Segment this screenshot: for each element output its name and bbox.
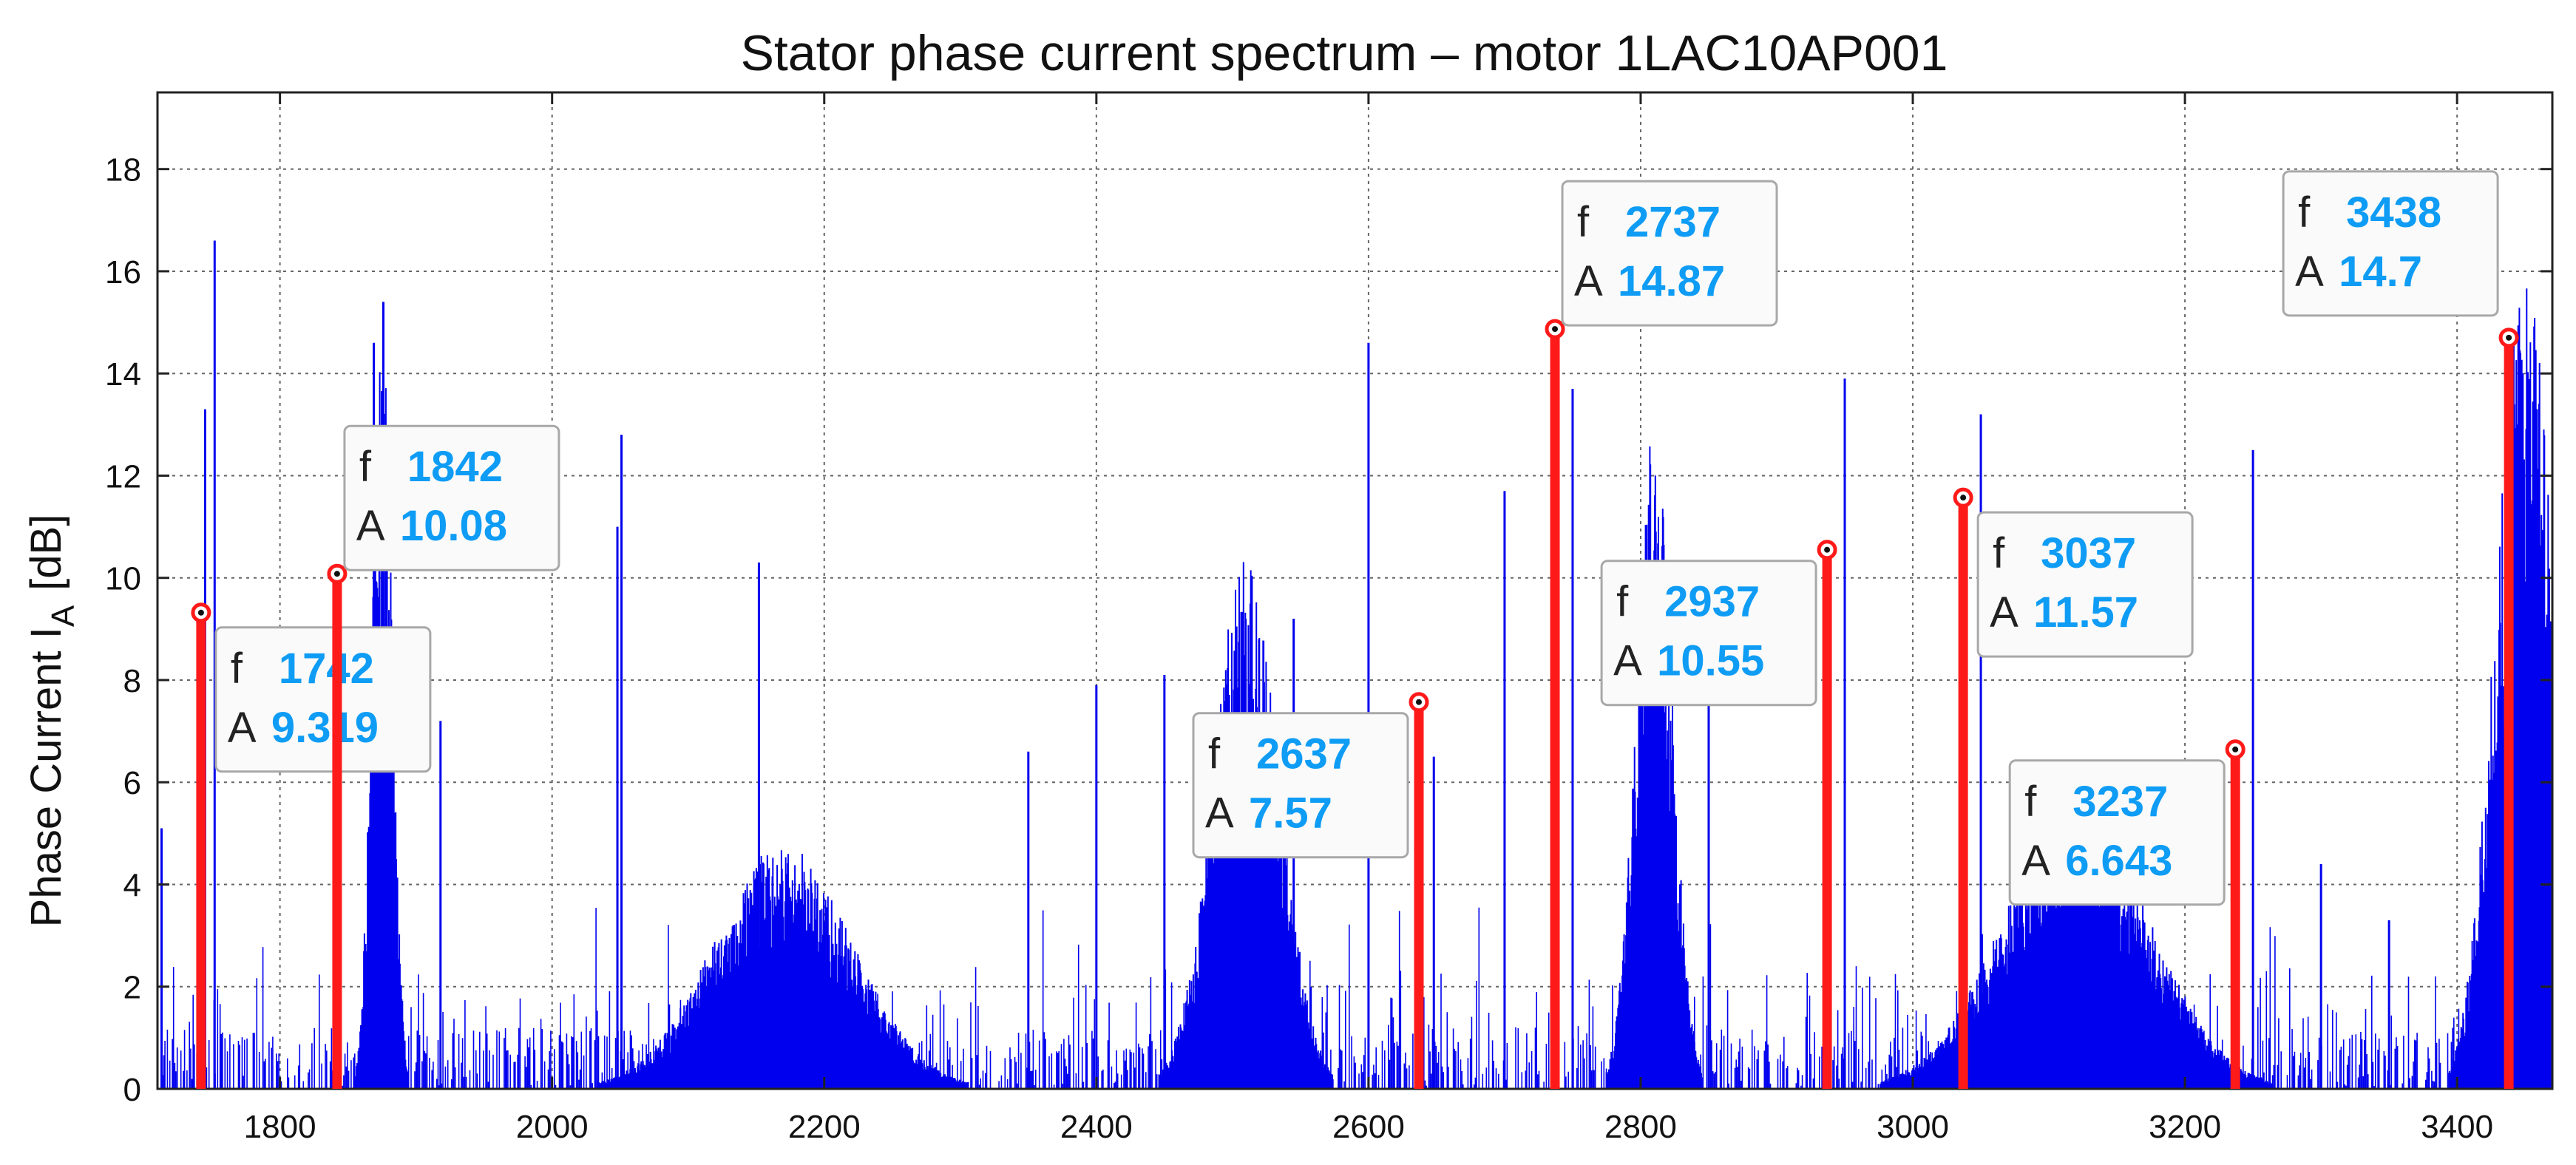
annotation-freq-key: f [2024, 778, 2037, 826]
annotation-freq-value: 2737 [1625, 198, 1721, 246]
annotation-box [1192, 712, 1409, 859]
x-tick-label: 2400 [1060, 1109, 1133, 1145]
annotation-freq-key: f [1616, 578, 1629, 626]
y-tick-label: 18 [105, 152, 141, 188]
annotation-box [1600, 560, 1817, 707]
annotation-freq-value: 3237 [2072, 778, 2168, 826]
annotation-amp-key: A [1613, 637, 1642, 685]
y-tick-label: 6 [123, 765, 141, 801]
annotation-freq-value: 1742 [279, 645, 374, 693]
x-tick-label: 3400 [2421, 1109, 2493, 1145]
y-tick-label: 16 [105, 254, 141, 291]
spectrum-layer [160, 240, 2553, 1089]
spectrum-cluster [1605, 446, 1703, 1089]
annotation-amp-key: A [1990, 588, 2019, 636]
marker-point-center [1552, 326, 1559, 333]
marker-point-center [1415, 699, 1422, 705]
marker-point-center [1960, 495, 1967, 501]
marker-point-center [2506, 334, 2512, 341]
y-axis-label-subscript: A [45, 605, 81, 627]
spectrum-cluster [597, 850, 969, 1089]
annotation-freq-value: 3037 [2041, 529, 2136, 577]
annotation-amp-value: 9.319 [271, 704, 379, 752]
x-tick-label: 2800 [1604, 1109, 1677, 1145]
annotation-freq-value: 1842 [407, 443, 503, 491]
annotation-box [2282, 170, 2499, 317]
y-tick-label: 2 [123, 970, 141, 1006]
annotation-amp-value: 6.643 [2065, 837, 2172, 885]
annotation-freq-key: f [1577, 198, 1590, 246]
plot-frame [156, 91, 2554, 1090]
y-axis-label: Phase Current IA [dB] [22, 514, 81, 928]
axes-layer: 1800 2000 2200 2400 2600 2800 3000 3200 3400 0 2 4 6… [105, 91, 2554, 1145]
annotation-box [2008, 759, 2226, 906]
x-tick-label: 3200 [2149, 1109, 2221, 1145]
y-tick-label: 8 [123, 663, 141, 699]
y-tick-label: 0 [123, 1072, 141, 1108]
annotation-box [1561, 180, 1778, 327]
data-marker-2937: f 2937 A 10.55 [1600, 540, 1837, 1089]
data-marker-2737: f 2737 A 14.87 [1545, 180, 1778, 1089]
annotation-freq-key: f [2298, 188, 2311, 237]
annotation-amp-value: 7.57 [1249, 789, 1332, 838]
marker-point-center [1824, 546, 1831, 553]
y-tick-label: 12 [105, 458, 141, 495]
annotation-amp-key: A [1574, 257, 1603, 305]
annotation-box [1976, 511, 2194, 658]
y-axis-label-main: Phase Current I [22, 627, 70, 927]
data-marker-2637: f 2637 A 7.57 [1192, 692, 1429, 1089]
annotation-amp-key: A [1205, 789, 1234, 838]
annotation-freq-value: 2637 [1256, 730, 1352, 778]
annotation-freq-value: 3438 [2346, 188, 2441, 237]
x-tick-label: 2600 [1332, 1109, 1405, 1145]
y-axis-label-unit: [dB] [22, 514, 70, 591]
annotation-freq-value: 2937 [1664, 578, 1760, 626]
x-tick-label: 2200 [788, 1109, 861, 1145]
annotation-amp-value: 14.87 [1618, 257, 1725, 305]
data-marker-3438: f 3438 A 14.7 [2282, 170, 2519, 1089]
annotation-freq-key: f [231, 645, 243, 693]
annotation-freq-key: f [359, 443, 372, 491]
marker-point-center [333, 571, 340, 577]
data-marker-1742: f 1742 A 9.319 [191, 602, 432, 1089]
marker-layer: f 1742 A 9.319 f 1842 A 10.08 f 2637 A 7.57 f 2737 A 14… [191, 170, 2519, 1089]
marker-point-center [197, 609, 204, 616]
data-marker-1842: f 1842 A 10.08 [327, 424, 560, 1089]
annotation-freq-key: f [1208, 730, 1221, 778]
x-tick-label: 3000 [1877, 1109, 1949, 1145]
svg-text:Phase Current IA[dB]: Phase Current IA [dB] [22, 514, 81, 928]
x-tick-label: 1800 [244, 1109, 316, 1145]
annotation-amp-key: A [2021, 837, 2050, 885]
y-tick-label: 14 [105, 356, 141, 393]
y-tick-label: 4 [123, 867, 141, 903]
annotation-amp-value: 14.7 [2339, 248, 2422, 296]
data-marker-3037: f 3037 A 11.57 [1953, 487, 2194, 1089]
data-marker-3237: f 3237 A 6.643 [2008, 739, 2245, 1089]
annotation-amp-key: A [356, 502, 385, 550]
annotation-amp-value: 11.57 [2033, 588, 2138, 636]
annotation-box [214, 626, 432, 773]
annotation-amp-key: A [2295, 248, 2324, 296]
annotation-box [343, 424, 560, 571]
annotation-amp-value: 10.08 [400, 502, 507, 550]
x-tick-label: 2000 [516, 1109, 589, 1145]
chart-title: Stator phase current spectrum – motor 1L… [741, 25, 1948, 81]
marker-point-center [2232, 746, 2239, 753]
y-tick-label: 10 [105, 561, 141, 597]
annotation-amp-key: A [228, 704, 257, 752]
annotation-freq-key: f [1993, 529, 2005, 577]
annotation-amp-value: 10.55 [1657, 637, 1764, 685]
